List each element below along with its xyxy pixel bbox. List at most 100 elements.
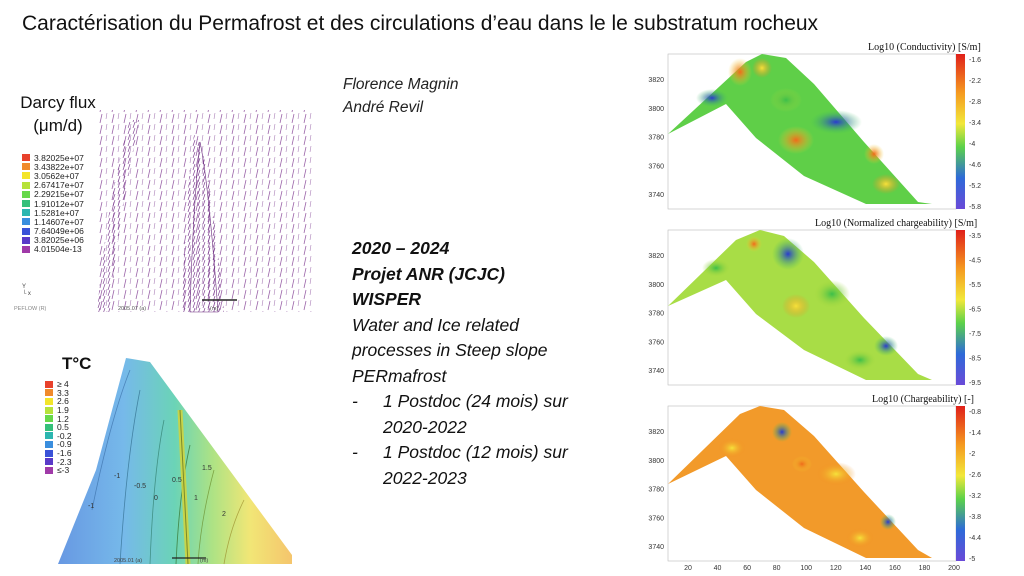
legend-swatch bbox=[45, 406, 53, 414]
legend-swatch bbox=[22, 227, 30, 235]
legend-swatch bbox=[22, 209, 30, 217]
x-axis-tick: 80 bbox=[773, 565, 781, 572]
elevation-tick: 3740 bbox=[648, 368, 664, 375]
colorbar-tick: -4.5 bbox=[969, 258, 981, 265]
colorbar-tick: -1.6 bbox=[969, 57, 981, 64]
project-description: Water and Ice related bbox=[352, 314, 519, 335]
legend-swatch bbox=[45, 440, 53, 448]
temperature-figure: -1 -1 -0.5 0 0.5 1 1.5 2 2005.01 (a) (m) bbox=[58, 358, 292, 565]
legend-item: -0.2 bbox=[45, 431, 72, 441]
geophysics-panels: 3820 3800 3780 3760 3740 3820 3800 3780 3760 3740… bbox=[648, 53, 981, 572]
legend-item: 2.6 bbox=[45, 396, 72, 406]
colorbar-ticks: -1.6 -2.2 -2.8 -3.4 -4 -4.6 -5.2 -5.8 -3.5 -4.5 -5… bbox=[969, 57, 981, 563]
contour-label: 2 bbox=[222, 511, 226, 518]
legend-swatch bbox=[22, 245, 30, 253]
legend-swatch bbox=[45, 389, 53, 397]
colorbar-tick: -4 bbox=[969, 141, 975, 148]
legend-item: ≤-3 bbox=[45, 465, 72, 475]
axis-triad: Y └ x bbox=[22, 284, 31, 297]
colorbar-tick: -5 bbox=[969, 556, 975, 563]
x-axis-tick: 140 bbox=[859, 565, 871, 572]
elevation-tick: 3760 bbox=[648, 339, 664, 346]
axis-x-label: x bbox=[27, 291, 31, 297]
postdoc-item: -1 Postdoc (24 mois) sur 2020-2022 bbox=[352, 391, 568, 437]
contour-label: 1 bbox=[194, 495, 198, 502]
colorbar-tick: -6.5 bbox=[969, 307, 981, 314]
postdoc-list: -1 Postdoc (24 mois) sur 2020-2022 -1 Pos… bbox=[352, 389, 568, 491]
legend-item: 2.67417e+07 bbox=[22, 180, 84, 190]
legend-item: 3.82025e+07 bbox=[22, 153, 84, 163]
legend-swatch bbox=[45, 397, 53, 405]
colorbar-tick: -1.4 bbox=[969, 430, 981, 437]
x-axis-tick: 100 bbox=[800, 565, 812, 572]
legend-item: ≥ 4 bbox=[45, 379, 72, 389]
legend-item: 1.2 bbox=[45, 414, 72, 424]
contour-label: 0.5 bbox=[172, 477, 182, 484]
contour-label: 0 bbox=[154, 495, 158, 502]
legend-item: 1.9 bbox=[45, 405, 72, 415]
scale-label: (m) bbox=[210, 306, 219, 312]
legend-swatch bbox=[45, 415, 53, 423]
x-axis-tick: 60 bbox=[743, 565, 751, 572]
legend-swatch bbox=[45, 449, 53, 457]
colorbar-tick: -5.8 bbox=[969, 204, 981, 211]
legend-swatch bbox=[22, 154, 30, 162]
contour-label: 1.5 bbox=[202, 465, 212, 472]
x-axis-tick: 40 bbox=[714, 565, 722, 572]
colorbar-tick: -9.5 bbox=[969, 380, 981, 387]
legend-swatch bbox=[22, 163, 30, 171]
legend-swatch bbox=[45, 432, 53, 440]
colorbar bbox=[956, 230, 965, 385]
elevation-tick: 3820 bbox=[648, 253, 664, 260]
darcy-flux-figure bbox=[97, 110, 312, 313]
legend-swatch bbox=[45, 466, 53, 474]
legend-swatch bbox=[22, 172, 30, 180]
scale-label: (m) bbox=[200, 558, 208, 564]
elevation-tick: 3780 bbox=[648, 135, 664, 142]
temperature-title: T°C bbox=[62, 354, 92, 373]
project-block: 2020 – 2024 Projet ANR (JCJC) WISPER Wat… bbox=[352, 236, 568, 491]
legend-item: -2.3 bbox=[45, 457, 72, 467]
panel-title: Log10 (Chargeability) [-] bbox=[872, 394, 975, 405]
elevation-tick: 3740 bbox=[648, 192, 664, 199]
date-label: 2005.07 (a) bbox=[118, 306, 147, 312]
legend-swatch bbox=[22, 236, 30, 244]
colorbar-tick: -2.2 bbox=[969, 78, 981, 85]
colorbar-tick: -5.5 bbox=[969, 282, 981, 289]
project-description: processes in Steep slope bbox=[352, 340, 548, 360]
x-axis-tick: 120 bbox=[830, 565, 842, 572]
software-label: PEFLOW (R) bbox=[14, 306, 47, 312]
colorbar-tick: -3.8 bbox=[969, 514, 981, 521]
legend-swatch bbox=[22, 181, 30, 189]
colorbar-tick: -3.4 bbox=[969, 120, 981, 127]
legend-item: 1.14607e+07 bbox=[22, 217, 84, 227]
colorbar-tick: -4.4 bbox=[969, 535, 981, 542]
elevation-tick: 3780 bbox=[648, 311, 664, 318]
contour-label: -0.5 bbox=[134, 483, 146, 490]
colorbar-tick: -0.8 bbox=[969, 409, 981, 416]
legend-swatch bbox=[45, 380, 53, 388]
author-name: André Revil bbox=[343, 99, 424, 116]
x-axis-tick: 180 bbox=[919, 565, 931, 572]
project-description: PERmafrost bbox=[352, 365, 447, 386]
darcy-flux-legend: 3.82025e+07 3.43822e+07 3.0562e+07 2.674… bbox=[22, 153, 84, 254]
elevation-ticks: 3820 3800 3780 3760 3740 3820 3800 3780 3760 3740… bbox=[648, 77, 664, 551]
elevation-tick: 3820 bbox=[648, 429, 664, 436]
slide-title: Caractérisation du Permafrost et des cir… bbox=[22, 12, 819, 35]
x-axis-tick: 20 bbox=[684, 565, 692, 572]
elevation-tick: 3760 bbox=[648, 515, 664, 522]
colorbar-tick: -2.6 bbox=[969, 472, 981, 479]
elevation-tick: 3800 bbox=[648, 282, 664, 289]
date-label: 2005.01 (a) bbox=[114, 558, 142, 564]
temperature-legend: ≥ 4 3.3 2.6 1.9 1.2 0.5 -0.2 -0.9 -1.6 -… bbox=[45, 379, 72, 475]
legend-swatch bbox=[22, 218, 30, 226]
legend-item: 1.91012e+07 bbox=[22, 199, 84, 209]
darcy-flux-title: Darcy flux (μm/d) bbox=[12, 91, 104, 137]
project-funding: Projet ANR (JCJC) bbox=[352, 263, 505, 284]
colorbar-tick: -5.2 bbox=[969, 183, 981, 190]
legend-swatch bbox=[22, 190, 30, 198]
authors: Florence Magnin André Revil bbox=[343, 73, 458, 119]
elevation-tick: 3780 bbox=[648, 487, 664, 494]
colorbar-tick: -3.2 bbox=[969, 493, 981, 500]
colorbar bbox=[956, 54, 965, 209]
